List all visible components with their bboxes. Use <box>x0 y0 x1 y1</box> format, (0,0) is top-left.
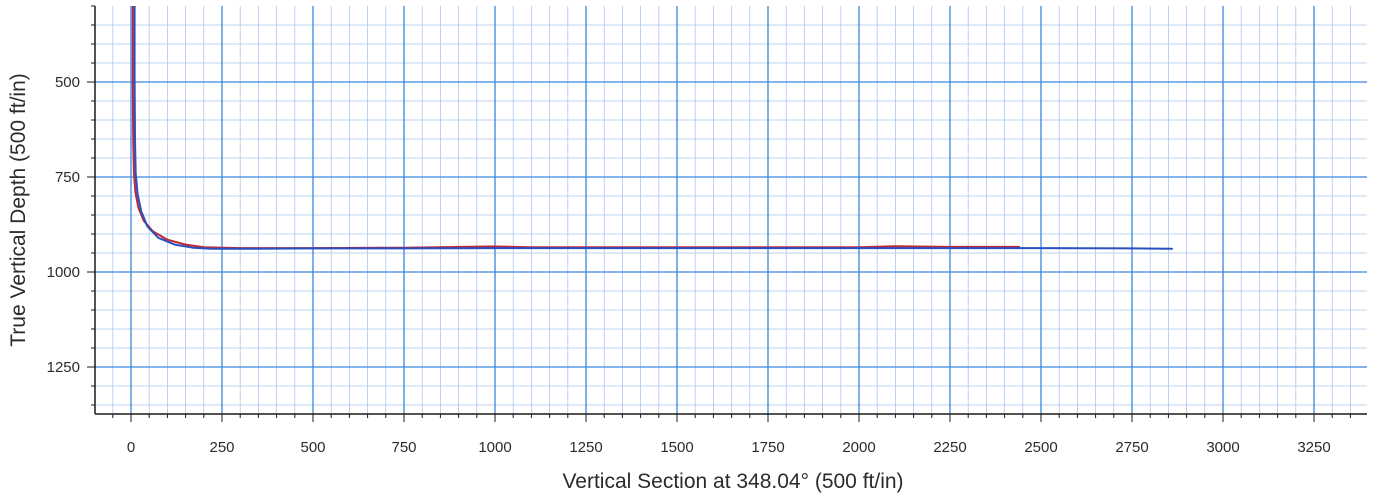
x-tick-label: 1250 <box>569 439 602 456</box>
x-tick-label: 750 <box>391 439 416 456</box>
x-axis-title: Vertical Section at 348.04° (500 ft/in) <box>562 470 903 493</box>
series-line-blue <box>133 6 1173 250</box>
y-tick-label: 500 <box>55 74 80 91</box>
x-tick-label: 1000 <box>478 439 511 456</box>
x-tick-label: 1750 <box>751 439 784 456</box>
y-tick-label: 1000 <box>47 264 80 281</box>
x-tick-label: 2500 <box>1024 439 1057 456</box>
grid-minor <box>95 6 1367 414</box>
y-tick-labels: 500 750 1000 1250 <box>47 74 80 376</box>
x-tick-label: 500 <box>300 439 325 456</box>
y-tick-label: 750 <box>55 169 80 186</box>
y-axis-title: True Vertical Depth (500 ft/in) <box>7 73 30 347</box>
axis-ticks <box>87 5 1351 422</box>
series-layer <box>131 6 1173 250</box>
x-tick-label: 0 <box>127 439 135 456</box>
x-tick-label: 3250 <box>1297 439 1330 456</box>
x-tick-label: 2250 <box>933 439 966 456</box>
x-tick-label: 2000 <box>842 439 875 456</box>
x-tick-labels: 0 250 500 750 1000 1250 1500 1750 2000 2250 2500 27… <box>127 439 1331 456</box>
grid-major <box>95 6 1367 414</box>
y-tick-label: 1250 <box>47 359 80 376</box>
x-tick-label: 250 <box>209 439 234 456</box>
x-tick-label: 3000 <box>1206 439 1239 456</box>
x-tick-label: 2750 <box>1115 439 1148 456</box>
plot-background <box>95 6 1367 414</box>
x-tick-label: 1500 <box>660 439 693 456</box>
